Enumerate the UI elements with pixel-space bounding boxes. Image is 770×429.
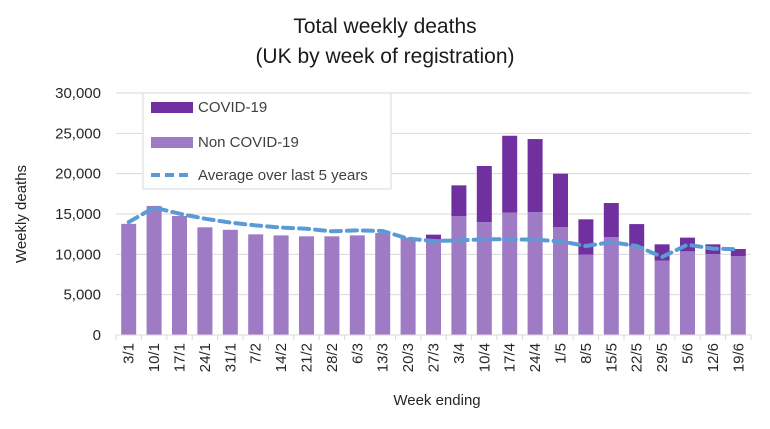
bar-covid (451, 185, 467, 217)
y-tick-label: 20,000 (55, 166, 101, 183)
bar-non-covid (578, 254, 594, 335)
x-tick-label: 10/4 (476, 343, 493, 372)
chart-title: Total weekly deaths (293, 15, 476, 38)
y-tick-label: 5,000 (63, 287, 101, 304)
bar-non-covid (527, 212, 543, 335)
bar-non-covid (476, 222, 492, 335)
x-tick-label: 13/3 (375, 343, 392, 372)
x-tick-label: 3/4 (451, 343, 468, 364)
y-axis-title: Weekly deaths (13, 165, 30, 263)
bar-covid (426, 234, 441, 240)
bar-non-covid (248, 234, 264, 335)
x-tick-label: 5/6 (680, 343, 697, 364)
y-tick-label: 0 (93, 327, 101, 344)
bar-non-covid (553, 227, 568, 335)
x-tick-label: 15/5 (603, 343, 620, 372)
bar-non-covid (400, 237, 416, 335)
bar-non-covid (349, 235, 365, 335)
x-tick-label: 17/4 (502, 343, 519, 372)
x-tick-label: 19/6 (730, 343, 747, 372)
bar-covid (730, 249, 746, 257)
bar-non-covid (273, 235, 289, 335)
bar-non-covid (502, 212, 518, 335)
x-tick-label: 22/5 (629, 343, 646, 372)
bar-non-covid (299, 236, 314, 335)
x-tick-label: 8/5 (578, 343, 595, 364)
y-tick-label: 30,000 (55, 85, 101, 102)
bar-non-covid (654, 260, 670, 335)
bar-covid (578, 219, 594, 255)
average-line-path (126, 205, 741, 259)
bar-non-covid (730, 256, 746, 335)
legend-label: Non COVID-19 (198, 134, 299, 151)
y-tick-label: 15,000 (55, 206, 101, 223)
x-tick-label: 29/5 (654, 343, 671, 372)
y-axis-ticks: 0 5,000 10,000 15,000 20,000 25,000 30,000 (55, 85, 101, 344)
x-axis: 3/1 10/1 17/1 24/1 31/1 7/2 14/2 21/2 28/2 6/3 13/… (115, 334, 752, 372)
bars (121, 135, 746, 335)
x-axis-title: Week ending (393, 392, 480, 409)
x-tick-label: 12/6 (705, 343, 722, 372)
legend-label: COVID-19 (198, 99, 267, 116)
legend-swatch (151, 137, 193, 148)
y-tick-label: 25,000 (55, 125, 101, 142)
x-tick-label: 21/2 (299, 343, 316, 372)
bar-non-covid (222, 229, 238, 335)
bar-covid (476, 166, 492, 223)
x-tick-label: 7/2 (248, 343, 265, 364)
x-tick-label: 31/1 (222, 343, 239, 372)
x-tick-label: 1/5 (553, 343, 570, 364)
bar-covid (553, 173, 568, 228)
x-tick-label: 24/4 (527, 343, 544, 372)
average-line (126, 205, 741, 259)
bar-covid (603, 203, 619, 237)
chart-subtitle: (UK by week of registration) (255, 45, 514, 68)
legend: COVID-19 Non COVID-19 Average over last 5 … (142, 92, 392, 190)
x-tick-label: 14/2 (273, 343, 290, 372)
bar-covid (502, 135, 518, 213)
legend-swatch (151, 102, 193, 113)
x-tick-label: 17/1 (172, 343, 189, 372)
x-tick-label: 28/2 (324, 343, 341, 372)
bar-non-covid (197, 227, 213, 335)
bar-non-covid (146, 205, 162, 335)
bar-non-covid (375, 233, 391, 335)
bar-non-covid (705, 254, 721, 335)
x-tick-label: 6/3 (349, 343, 366, 364)
bar-non-covid (324, 236, 340, 335)
x-tick-label: 24/1 (197, 343, 214, 372)
x-tick-label: 10/1 (146, 343, 163, 372)
bar-covid (527, 139, 543, 213)
legend-label: Average over last 5 years (198, 167, 368, 184)
y-tick-label: 10,000 (55, 246, 101, 263)
x-tick-label: 3/1 (121, 343, 138, 364)
bar-non-covid (603, 236, 619, 335)
bar-non-covid (680, 251, 695, 335)
bar-non-covid (172, 216, 187, 335)
x-tick-label: 20/3 (400, 343, 417, 372)
bar-non-covid (629, 246, 645, 335)
bar-non-covid (451, 216, 467, 335)
bar-non-covid (426, 239, 441, 335)
bar-non-covid (121, 223, 137, 335)
bar-covid (629, 224, 645, 247)
x-tick-label: 27/3 (426, 343, 443, 372)
